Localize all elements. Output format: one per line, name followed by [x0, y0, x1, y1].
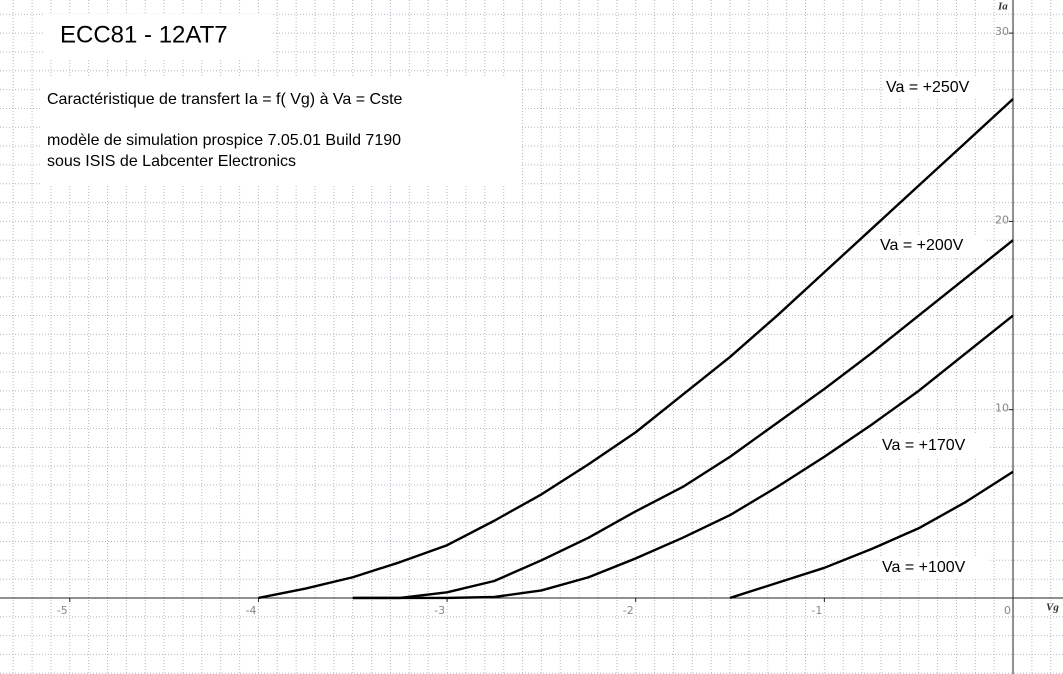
series-label: Va = +170V: [882, 437, 966, 454]
annotation: Caractéristique de transfert Ia = f( Vg)…: [47, 91, 403, 108]
curve: [352, 314, 1014, 600]
x-axis-label: Vg: [1046, 602, 1059, 614]
series-label-bg: [879, 435, 989, 457]
series-label-bg: [877, 235, 987, 257]
y-tick-label: 30: [995, 25, 1009, 38]
annotation: sous ISIS de Labcenter Electronics: [47, 153, 296, 170]
x-tick-label: 0: [1004, 604, 1011, 617]
curve: [729, 470, 1014, 600]
series-label: Va = +200V: [880, 237, 964, 254]
y-tick-label: 10: [995, 402, 1009, 415]
x-tick-label: -2: [623, 604, 634, 617]
x-tick-label: -4: [245, 604, 256, 617]
annotation: modèle de simulation prospice 7.05.01 Bu…: [47, 132, 401, 149]
curves: Va = +250V Va = +200V Va = +170V Va = +100V: [258, 77, 1014, 600]
series-label-bg: [883, 77, 993, 99]
series-label: Va = +100V: [882, 559, 966, 576]
x-tick-label: -3: [434, 604, 445, 617]
x-tick-label: -1: [811, 604, 822, 617]
x-tick-label: -5: [57, 604, 68, 617]
y-tick-label: 20: [995, 213, 1009, 226]
series-label: Va = +250V: [886, 79, 970, 96]
curve: [258, 98, 1014, 600]
title-box: [44, 14, 272, 60]
series-label-bg: [879, 557, 989, 579]
curve: [352, 239, 1014, 600]
chart-title: ECC81 - 12AT7: [60, 21, 228, 48]
y-axis-label: Ia: [997, 1, 1008, 13]
note-box: [40, 78, 520, 186]
